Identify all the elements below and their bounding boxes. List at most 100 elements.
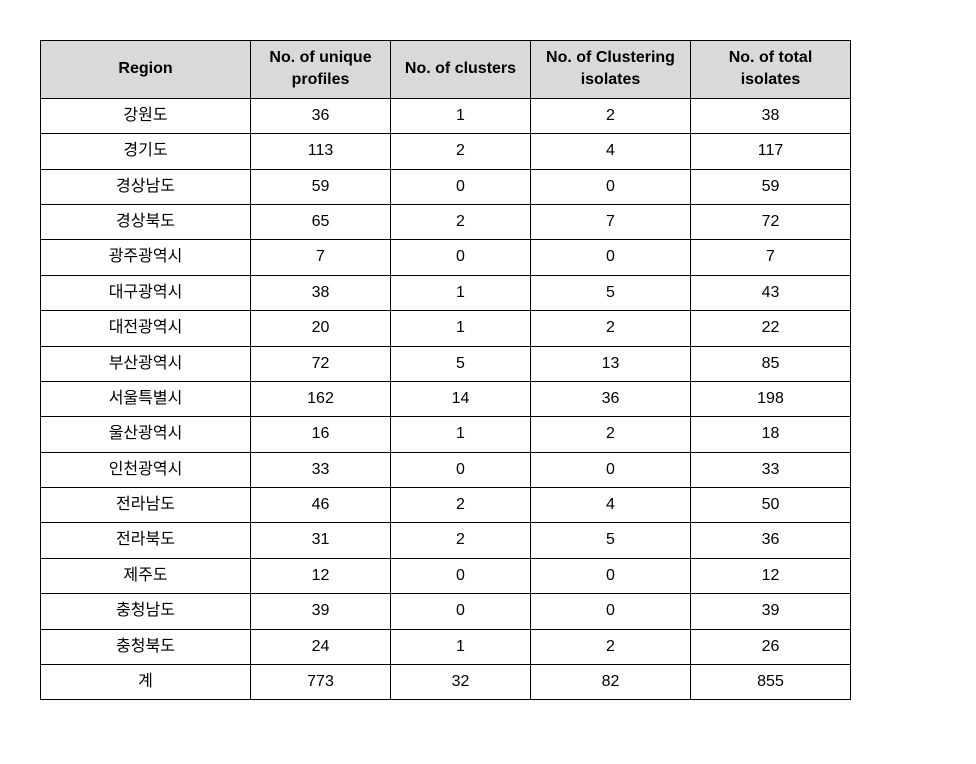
cell-region: 전라북도 [41,523,251,558]
cell-total: 117 [691,134,851,169]
cell-clustering: 2 [531,98,691,133]
cell-unique: 20 [251,311,391,346]
table-row: 인천광역시330033 [41,452,851,487]
cell-region: 충청북도 [41,629,251,664]
col-header-total: No. of total isolates [691,41,851,99]
table-row: 부산광역시7251385 [41,346,851,381]
table-row: 울산광역시161218 [41,417,851,452]
cell-clusters: 2 [391,488,531,523]
cell-total: 50 [691,488,851,523]
cell-unique: 65 [251,204,391,239]
col-header-unique: No. of unique profiles [251,41,391,99]
cell-clusters: 5 [391,346,531,381]
table-row: 경상남도590059 [41,169,851,204]
cell-region: 경상북도 [41,204,251,239]
cell-clusters: 1 [391,275,531,310]
isolates-table: Region No. of unique profiles No. of clu… [40,40,851,700]
cell-clustering: 0 [531,558,691,593]
cell-total: 12 [691,558,851,593]
cell-total: 59 [691,169,851,204]
cell-unique: 162 [251,381,391,416]
cell-total: 39 [691,594,851,629]
cell-region: 광주광역시 [41,240,251,275]
cell-region: 부산광역시 [41,346,251,381]
table-row: 대구광역시381543 [41,275,851,310]
cell-clusters: 32 [391,665,531,700]
cell-region: 울산광역시 [41,417,251,452]
cell-clustering: 0 [531,240,691,275]
cell-unique: 38 [251,275,391,310]
table-header: Region No. of unique profiles No. of clu… [41,41,851,99]
cell-clustering: 0 [531,169,691,204]
cell-total: 43 [691,275,851,310]
cell-clustering: 4 [531,488,691,523]
cell-unique: 113 [251,134,391,169]
table-row: 전라북도312536 [41,523,851,558]
col-header-clustering: No. of Clustering isolates [531,41,691,99]
cell-clustering: 2 [531,311,691,346]
table-row: 경기도11324117 [41,134,851,169]
cell-clusters: 0 [391,169,531,204]
cell-clustering: 5 [531,275,691,310]
cell-clustering: 4 [531,134,691,169]
cell-unique: 33 [251,452,391,487]
cell-total: 198 [691,381,851,416]
cell-clustering: 2 [531,629,691,664]
cell-region: 경기도 [41,134,251,169]
cell-clusters: 1 [391,629,531,664]
cell-total: 85 [691,346,851,381]
cell-clusters: 2 [391,134,531,169]
table-row: 광주광역시7007 [41,240,851,275]
cell-clusters: 14 [391,381,531,416]
table-row: 서울특별시1621436198 [41,381,851,416]
table-row: 전라남도462450 [41,488,851,523]
cell-total: 72 [691,204,851,239]
cell-region: 서울특별시 [41,381,251,416]
cell-total: 38 [691,98,851,133]
table-body: 강원도361238경기도11324117경상남도590059경상북도652772… [41,98,851,700]
cell-clustering: 0 [531,452,691,487]
cell-region: 경상남도 [41,169,251,204]
cell-unique: 59 [251,169,391,204]
cell-clusters: 0 [391,594,531,629]
table-row: 충청남도390039 [41,594,851,629]
cell-clustering: 7 [531,204,691,239]
cell-clusters: 0 [391,452,531,487]
cell-clusters: 1 [391,98,531,133]
cell-unique: 12 [251,558,391,593]
cell-region: 전라남도 [41,488,251,523]
cell-unique: 16 [251,417,391,452]
table-row: 계7733282855 [41,665,851,700]
cell-total: 22 [691,311,851,346]
cell-unique: 7 [251,240,391,275]
cell-region: 강원도 [41,98,251,133]
cell-clusters: 2 [391,523,531,558]
cell-total: 855 [691,665,851,700]
cell-clusters: 1 [391,311,531,346]
table-row: 강원도361238 [41,98,851,133]
col-header-clusters: No. of clusters [391,41,531,99]
cell-region: 계 [41,665,251,700]
cell-unique: 72 [251,346,391,381]
col-header-region: Region [41,41,251,99]
cell-total: 18 [691,417,851,452]
table-row: 충청북도241226 [41,629,851,664]
cell-clustering: 36 [531,381,691,416]
cell-clustering: 82 [531,665,691,700]
cell-clusters: 0 [391,240,531,275]
cell-total: 33 [691,452,851,487]
cell-unique: 31 [251,523,391,558]
cell-unique: 773 [251,665,391,700]
cell-region: 충청남도 [41,594,251,629]
cell-clusters: 2 [391,204,531,239]
cell-clustering: 2 [531,417,691,452]
cell-region: 대전광역시 [41,311,251,346]
table-row: 경상북도652772 [41,204,851,239]
cell-clusters: 1 [391,417,531,452]
cell-clustering: 13 [531,346,691,381]
cell-clustering: 5 [531,523,691,558]
cell-unique: 36 [251,98,391,133]
cell-region: 인천광역시 [41,452,251,487]
cell-region: 대구광역시 [41,275,251,310]
cell-unique: 46 [251,488,391,523]
